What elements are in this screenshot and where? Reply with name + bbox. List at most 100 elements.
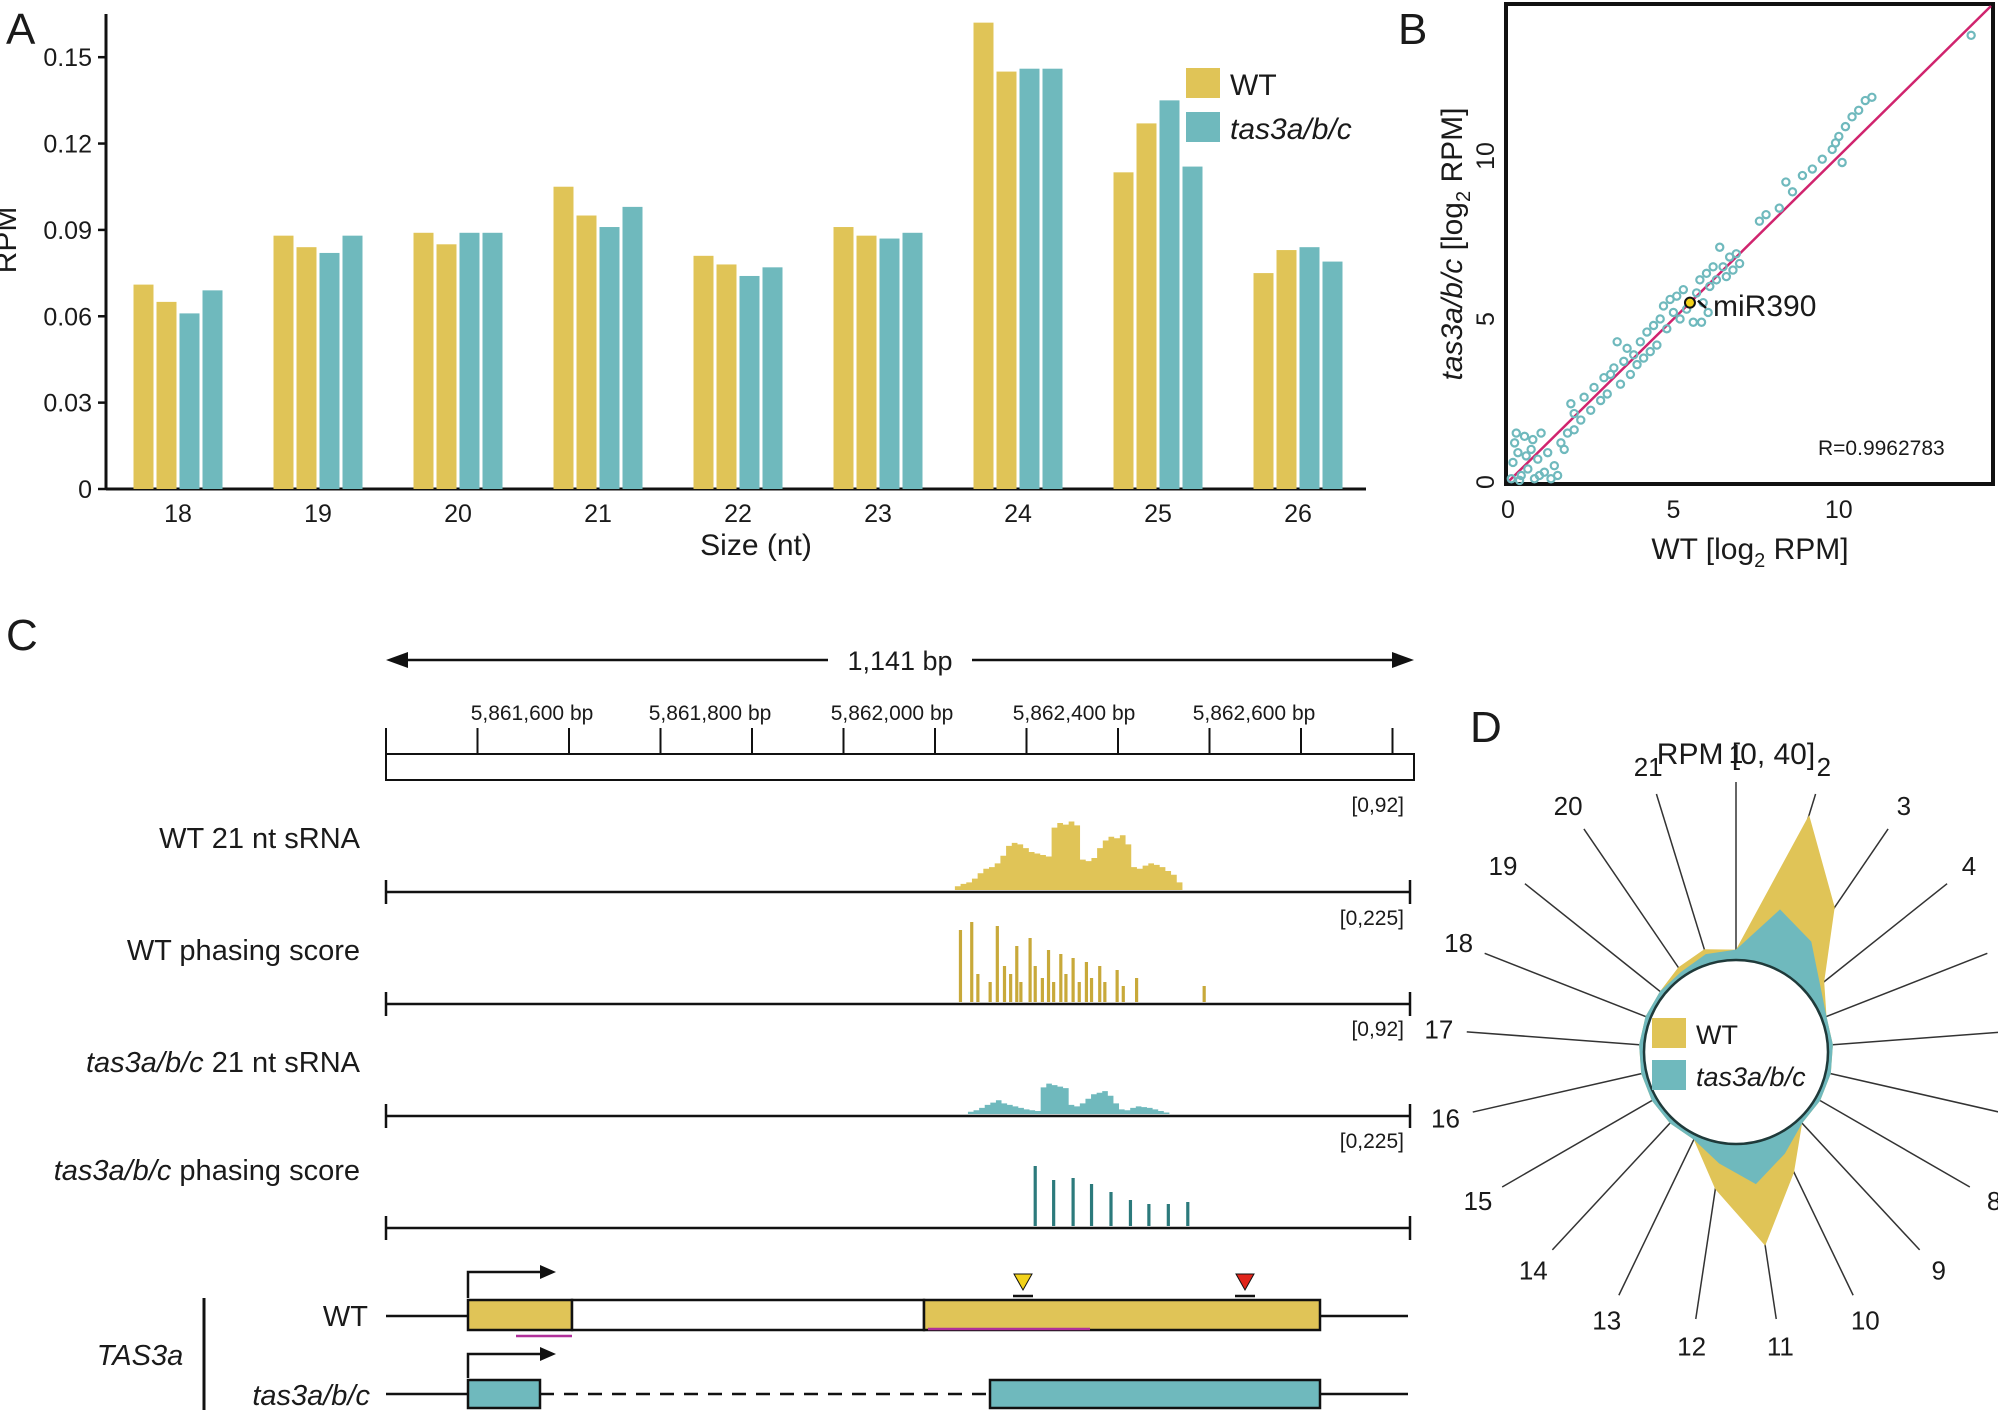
c-coord-label: 5,861,800 bp: [649, 702, 772, 725]
a-x-tick-label: 22: [724, 500, 752, 528]
a-x-tick-label: 23: [864, 500, 892, 528]
a-bar: [856, 235, 877, 489]
a-bar: [296, 247, 317, 489]
a-bar: [436, 244, 457, 489]
b-data-point: [1668, 307, 1679, 318]
c-range-label: [0,92]: [1351, 1018, 1404, 1041]
b-plot-frame: [1504, 2, 1995, 486]
b-data-point: [1703, 307, 1713, 318]
b-data-point: [1629, 350, 1639, 360]
a-bar: [133, 284, 154, 489]
a-x-tick-label: 18: [164, 500, 192, 528]
b-data-point: [1615, 379, 1626, 389]
b-data-point: [1519, 431, 1530, 442]
b-data-point: [1534, 470, 1545, 481]
c-gene-row-label-wt: WT: [323, 1301, 368, 1333]
b-data-point: [1721, 271, 1732, 282]
a-legend-swatch-mut: [1186, 112, 1220, 142]
d-category-label: 12: [1677, 1332, 1706, 1362]
b-points: [1506, 30, 1976, 486]
a-x-tick-label: 21: [584, 500, 612, 528]
b-data-point: [1754, 216, 1765, 226]
c-track-label-wt-srna: WT 21 nt sRNA: [159, 823, 361, 855]
d-spoke: [1583, 828, 1685, 977]
panel-label-c: C: [6, 611, 38, 660]
a-bar: [459, 232, 480, 489]
c-coord-label: 5,862,600 bp: [1193, 702, 1316, 725]
d-category-label: 20: [1554, 791, 1583, 821]
b-y-axis-label: tas3a/b/c [log2 RPM]: [1436, 108, 1475, 381]
c-coord-label: 5,862,000 bp: [831, 702, 954, 725]
d-spoke: [1798, 1118, 1921, 1251]
c-mir390-site-red: [1235, 1273, 1255, 1292]
b-y-tick-label: 0: [1472, 475, 1500, 489]
b-data-point: [1662, 324, 1672, 334]
d-spoke: [1815, 1097, 1971, 1188]
c-track-data: [386, 821, 1410, 1226]
b-data-point: [1840, 121, 1851, 132]
b-x-tick-label: 0: [1501, 496, 1515, 524]
d-spoke: [1807, 883, 1948, 996]
d-spoke: [1618, 1134, 1697, 1296]
b-data-point: [1678, 284, 1689, 295]
b-data-point: [1638, 353, 1649, 363]
d-spoke: [1655, 793, 1710, 965]
a-bar: [693, 255, 714, 489]
c-track-label-mut-phasing: tas3a/b/c phasing score: [54, 1155, 360, 1187]
d-spoke: [1524, 883, 1665, 996]
a-bar: [599, 227, 620, 489]
c-tss-arrowhead-wt: [540, 1265, 556, 1279]
a-legend-swatch-wt: [1186, 68, 1220, 98]
b-mir390-point: [1683, 296, 1696, 309]
b-data-point: [1837, 157, 1847, 168]
a-y-tick-label: 0.15: [43, 44, 92, 72]
c-coord-label: 5,862,400 bp: [1013, 702, 1136, 725]
a-bar: [739, 275, 760, 489]
b-data-point: [1542, 447, 1553, 458]
b-y-tick-label: 5: [1472, 312, 1500, 326]
a-y-tick-label: 0.03: [43, 390, 92, 418]
b-data-point: [1536, 428, 1546, 438]
d-spoke: [1825, 1071, 1998, 1113]
d-spoke: [1501, 1097, 1657, 1188]
panel-label-a: A: [6, 5, 36, 54]
a-bar: [319, 252, 340, 489]
b-data-point: [1701, 268, 1712, 279]
a-bar: [1253, 273, 1274, 489]
a-bar: [413, 232, 434, 489]
b-data-point: [1632, 359, 1642, 370]
d-legend-swatch-wt: [1652, 1018, 1686, 1048]
d-spoke: [1472, 1071, 1647, 1113]
b-data-point: [1696, 317, 1707, 327]
b-regression-line: [1507, 5, 1992, 483]
d-legend-label-mut: tas3a/b/c: [1696, 1062, 1806, 1092]
d-category-label: 15: [1463, 1186, 1492, 1216]
a-x-tick-label: 24: [1004, 500, 1032, 528]
c-tss-arrowhead-mut: [540, 1347, 556, 1361]
d-category-label: 4: [1962, 851, 1976, 881]
d-category-label: 14: [1519, 1255, 1548, 1285]
a-bar: [1322, 261, 1343, 489]
d-spoke: [1466, 1031, 1645, 1046]
a-bar: [1299, 247, 1320, 489]
a-bar: [833, 227, 854, 489]
b-data-point: [1605, 369, 1616, 380]
b-data-point: [1622, 343, 1632, 354]
b-data-point: [1642, 327, 1652, 337]
c-gene-row-label-mut: tas3a/b/c: [252, 1380, 370, 1412]
b-annotation-leader: [1697, 299, 1707, 309]
a-bar: [716, 264, 737, 489]
b-data-point: [1506, 474, 1517, 484]
a-bar: [156, 301, 177, 489]
bar-chart-size-distribution: 0 0.03 0.06 0.09 0.12 0.15 18 19 20 21 22 23 24 25 26…: [0, 14, 1366, 562]
c-coverage-area: [386, 821, 1410, 890]
d-legend-swatch-mut: [1652, 1060, 1686, 1090]
b-data-point: [1508, 457, 1518, 468]
a-bar: [342, 235, 363, 489]
a-bar: [996, 71, 1017, 490]
c-tss-arrow-mut: [466, 1352, 548, 1378]
b-data-point: [1655, 314, 1665, 324]
panel-label-d: D: [1470, 703, 1502, 752]
c-gene-name: TAS3a: [97, 1340, 184, 1372]
a-y-axis-label: RPM: [0, 207, 23, 274]
